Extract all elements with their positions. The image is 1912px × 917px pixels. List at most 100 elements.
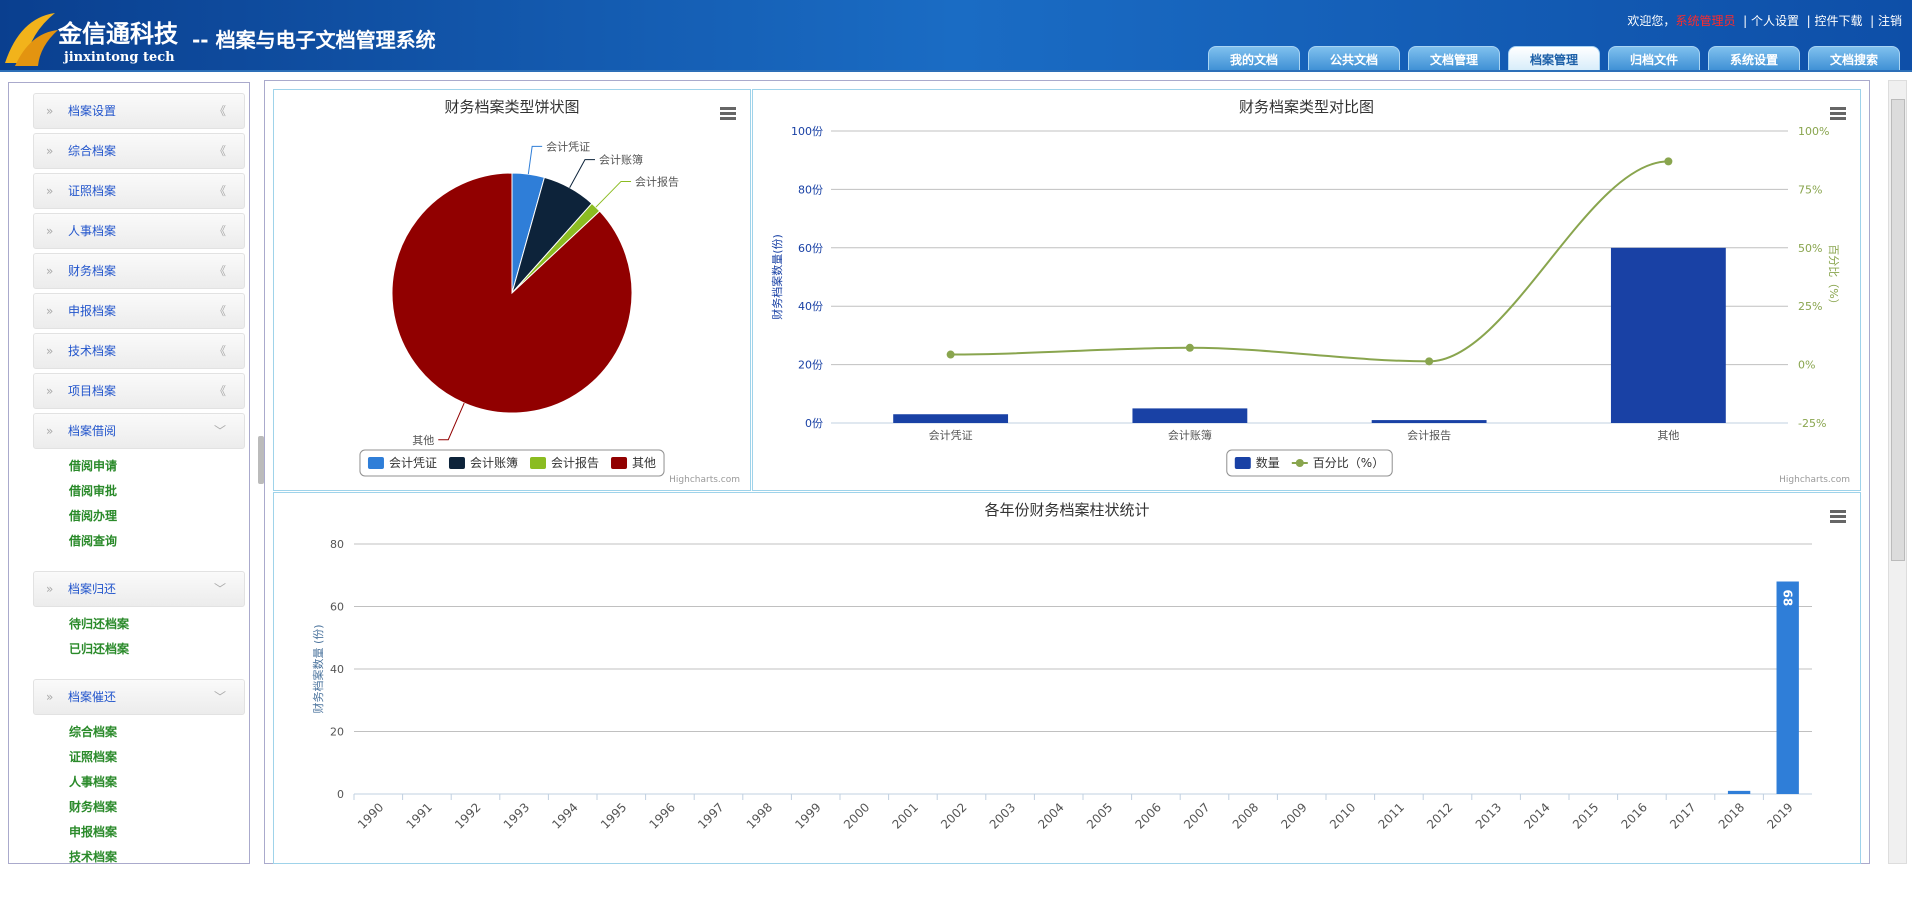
label-connector [569,159,595,188]
bar [893,414,1009,423]
menu-group[interactable]: » 项目档案 《 [33,373,245,409]
nav-tab[interactable]: 公共文档 [1308,46,1400,70]
menu-group[interactable]: » 档案归还 ﹀ [33,571,245,607]
label-connector [527,145,543,175]
y-tick-label: 40 [330,663,344,676]
chart-title: 财务档案类型对比图 [1239,98,1374,116]
credits: Highcharts.com [669,475,740,485]
header-link[interactable]: 注销 [1877,14,1902,28]
x-tick-label: 2004 [1035,800,1066,831]
x-tick-label: 2016 [1619,800,1650,831]
scrollbar[interactable] [1888,80,1907,864]
submenu-item[interactable]: 借阅审批 [69,484,118,498]
menu-bar [720,107,736,110]
y-tick-label: 100份 [791,125,823,138]
menu-group[interactable]: » 人事档案 《 [33,213,245,249]
menu-group[interactable]: » 技术档案 《 [33,333,245,369]
chart-title: 各年份财务档案柱状统计 [984,501,1149,519]
legend-symbol [448,457,465,469]
legend-label: 会计报告 [551,455,599,470]
nav-tab[interactable]: 系统设置 [1708,46,1800,70]
menu-arrow: 《 [213,304,226,318]
menu-group[interactable]: » 财务档案 《 [33,253,245,289]
legend-box [359,449,665,477]
y2-tick-label: 75% [1798,183,1822,196]
menu-group[interactable]: » 档案催还 ﹀ [33,679,245,715]
legend-item[interactable]: 会计账簿 [448,455,518,470]
menu-icon: » [46,690,54,704]
submenu-item[interactable]: 人事档案 [69,775,118,789]
combo-chart: 财务档案类型对比图 Highcharts.com 0份 20份 40份 60份 80份 100… [752,89,1861,491]
nav-tab[interactable]: 档案管理 [1508,46,1600,70]
submenu-item[interactable]: 已归还档案 [69,642,130,656]
y-tick-label: 60 [330,601,344,614]
x-tick-label: 2008 [1230,800,1261,831]
x-tick-label: 1996 [647,800,678,831]
menu-group[interactable]: » 档案设置 《 [33,93,245,129]
header-link[interactable]: 个人设置 [1750,14,1799,28]
legend-label: 数量 [1256,455,1280,470]
menu-label: 申报档案 [68,304,117,318]
welcome: 欢迎您， [1627,14,1676,28]
menu-label: 档案催还 [68,690,117,704]
nav-tab[interactable]: 归档文件 [1608,46,1700,70]
legend-item[interactable]: 会计报告 [530,455,599,470]
x-tick-label: 其他 [1657,429,1679,442]
bar [1371,420,1487,423]
y2-tick-label: 100% [1798,125,1829,138]
menu-arrow: 《 [213,224,226,238]
legend-symbol [1234,457,1251,469]
y2-tick-label: -25% [1798,417,1826,430]
legend-item[interactable]: 其他 [611,456,656,470]
menu-bar [1830,117,1846,120]
x-tick-label: 2011 [1376,800,1407,831]
logo-cn: 金信通科技 [58,19,178,48]
submenu-item[interactable]: 借阅办理 [69,509,118,523]
line-point [946,350,955,359]
chart-menu[interactable] [1830,107,1846,120]
submenu-item[interactable]: 借阅查询 [69,534,118,548]
menu-group[interactable]: » 档案借阅 ﹀ [33,413,245,449]
legend-item[interactable]: 会计凭证 [367,455,437,470]
line-point [1425,357,1434,366]
submenu-item[interactable]: 技术档案 [69,850,118,864]
splitter[interactable] [258,436,264,484]
submenu-item[interactable]: 财务档案 [69,800,118,814]
submenu-item[interactable]: 申报档案 [69,825,118,839]
menu-group[interactable]: » 申报档案 《 [33,293,245,329]
nav-tab[interactable]: 我的文档 [1208,46,1300,70]
header-link[interactable]: 控件下载 [1814,14,1863,28]
menu-bar [1830,112,1846,115]
scroll-thumb[interactable] [1891,99,1905,561]
slice-label: 会计账簿 [599,153,643,167]
slice-label: 会计报告 [635,174,679,188]
submenu-item[interactable]: 借阅申请 [69,459,118,473]
legend-item[interactable]: 数量 [1234,455,1280,470]
menu-group[interactable]: » 证照档案 《 [33,173,245,209]
nav-tab[interactable]: 文档管理 [1408,46,1500,70]
line-series [950,160,1669,363]
y2-tick-label: 0% [1798,359,1815,372]
chart-menu[interactable] [720,107,736,120]
year-chart: 各年份财务档案柱状统计 0 20 40 60 80 财务档案数量 (份) 1990 1991 19… [273,492,1861,864]
nav-tab[interactable]: 文档搜索 [1808,46,1900,70]
y-tick-label: 60份 [798,242,823,255]
content: 财务档案类型饼状图 Highcharts.com 会计凭证 会计账簿 会计报告 其他 会计凭… [264,80,1870,864]
submenu-item[interactable]: 待归还档案 [69,617,130,631]
x-tick-label: 2009 [1278,800,1309,831]
menu-bar [1830,520,1846,523]
menu-label: 技术档案 [68,344,117,358]
submenu-item[interactable]: 证照档案 [69,750,118,764]
x-tick-label: 会计报告 [1407,428,1451,442]
legend-label: 会计账簿 [470,455,518,470]
y-tick-label: 20份 [798,359,823,372]
legend-item[interactable]: 百分比（%） [1291,456,1384,470]
menu-group[interactable]: » 综合档案 《 [33,133,245,169]
label-connector [438,402,465,441]
chart-menu[interactable] [1830,510,1846,523]
menu-arrow: ﹀ [213,690,226,704]
y-tick-label: 40份 [798,300,823,313]
x-tick-label: 2012 [1424,800,1455,831]
submenu-item[interactable]: 综合档案 [69,725,118,739]
